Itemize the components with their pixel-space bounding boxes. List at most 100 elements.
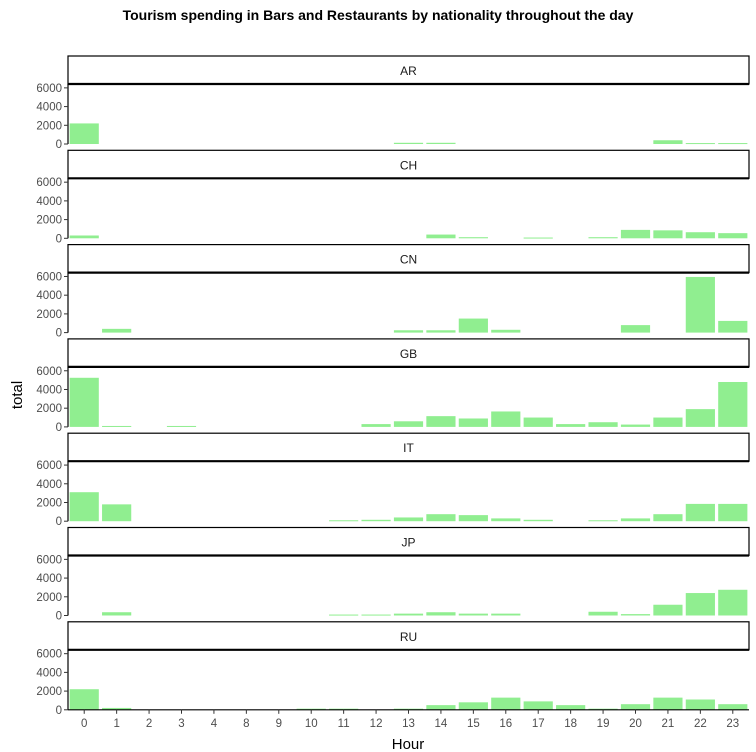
- bar: [685, 409, 715, 427]
- bar: [393, 517, 424, 522]
- facet-strip: [67, 621, 750, 651]
- bar: [653, 230, 683, 239]
- bar: [393, 613, 424, 616]
- bar: [491, 411, 521, 427]
- bar: [426, 416, 456, 427]
- bar: [458, 702, 488, 710]
- bar: [620, 614, 651, 616]
- bar: [718, 503, 748, 522]
- bar: [491, 329, 521, 333]
- bar: [718, 320, 748, 333]
- y-tick-label: 4000: [36, 290, 62, 302]
- x-tick-label: 12: [370, 718, 383, 730]
- bar: [69, 689, 99, 710]
- facet-label: RU: [400, 630, 417, 644]
- x-tick-label: 22: [694, 718, 707, 730]
- y-tick-label: 6000: [36, 83, 62, 95]
- x-tick-label: 3: [178, 718, 184, 730]
- bar: [426, 705, 456, 710]
- bar: [329, 520, 359, 522]
- x-tick-label: 9: [276, 718, 282, 730]
- bar: [588, 520, 618, 522]
- bar: [458, 237, 488, 239]
- x-tick-label: 14: [435, 718, 448, 730]
- bar: [102, 504, 132, 522]
- bar: [718, 233, 748, 239]
- bar: [458, 418, 488, 427]
- bar: [620, 325, 651, 333]
- bar: [393, 142, 424, 144]
- x-tick-label: 19: [597, 718, 610, 730]
- bar: [69, 377, 99, 427]
- y-tick-label: 4000: [36, 479, 62, 491]
- facet-strip: [67, 432, 750, 462]
- y-tick-label: 6000: [36, 460, 62, 472]
- bar: [620, 424, 651, 427]
- bar: [69, 492, 99, 522]
- bar: [426, 142, 456, 144]
- bar: [685, 593, 715, 616]
- bar: [426, 514, 456, 522]
- y-tick-label: 2000: [36, 309, 62, 321]
- bar: [620, 229, 651, 239]
- bar: [426, 234, 456, 239]
- bar: [491, 518, 521, 522]
- bar: [458, 318, 488, 333]
- bar: [393, 330, 424, 333]
- chart-title: Tourism spending in Bars and Restaurants…: [122, 7, 634, 23]
- x-tick-label: 23: [726, 718, 739, 730]
- bar: [653, 604, 683, 616]
- bar: [426, 612, 456, 616]
- bar: [69, 235, 99, 239]
- bar: [685, 276, 715, 333]
- y-tick-label: 4000: [36, 196, 62, 208]
- bar: [426, 330, 456, 333]
- y-tick-label: 2000: [36, 403, 62, 415]
- y-tick-label: 6000: [36, 649, 62, 661]
- y-axis-label: total: [9, 381, 26, 409]
- bar: [685, 699, 715, 710]
- bar: [102, 328, 132, 333]
- facet-label: AR: [400, 64, 417, 78]
- y-tick-label: 4000: [36, 384, 62, 396]
- bar: [685, 143, 715, 145]
- bar: [361, 424, 391, 427]
- bar: [523, 701, 553, 710]
- x-tick-label: 11: [338, 718, 350, 730]
- facet-strip: [67, 149, 750, 179]
- bar: [620, 518, 651, 522]
- bar: [718, 589, 748, 616]
- x-tick-label: 1: [113, 718, 119, 730]
- y-tick-label: 4000: [36, 102, 62, 114]
- bar: [653, 697, 683, 710]
- bar: [166, 425, 197, 427]
- facet-label: IT: [403, 441, 414, 455]
- bar: [69, 123, 99, 144]
- facet-strip: [67, 244, 750, 274]
- y-tick-label: 6000: [36, 177, 62, 189]
- y-tick-label: 2000: [36, 592, 62, 604]
- bar: [523, 237, 553, 239]
- bar: [102, 707, 132, 710]
- x-tick-label: 0: [81, 718, 87, 730]
- x-tick-label: 20: [629, 718, 642, 730]
- bar: [361, 614, 391, 616]
- y-tick-label: 4000: [36, 573, 62, 585]
- bar: [588, 611, 618, 616]
- y-tick-label: 2000: [36, 215, 62, 227]
- x-tick-label: 8: [243, 718, 249, 730]
- x-tick-label: 10: [305, 718, 318, 730]
- bar: [491, 697, 521, 710]
- x-tick-label: 15: [467, 718, 480, 730]
- x-tick-label: 2: [146, 718, 152, 730]
- y-tick-label: 0: [56, 139, 62, 151]
- bar: [361, 519, 391, 522]
- bar: [588, 422, 618, 427]
- bar: [653, 417, 683, 427]
- bar: [685, 503, 715, 522]
- facet-label: GB: [400, 347, 417, 361]
- bar: [491, 613, 521, 616]
- bar: [102, 425, 132, 427]
